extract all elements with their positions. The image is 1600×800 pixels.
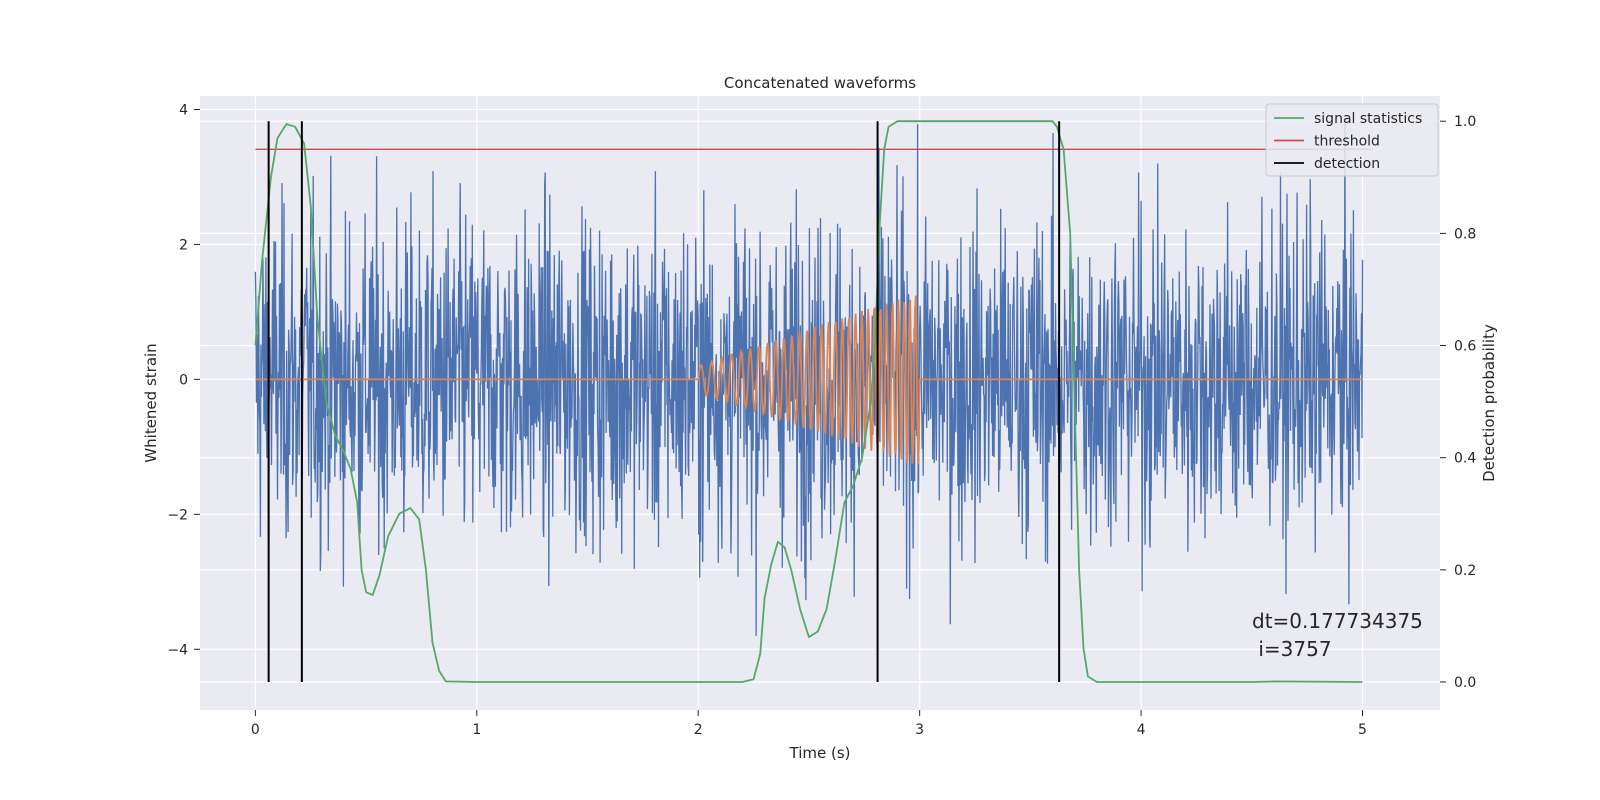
y-tick-label-left: 0: [179, 372, 188, 388]
strain-series-line: [254, 122, 1364, 636]
x-tick-label: 0: [251, 722, 260, 738]
y-tick-label-right: 0.8: [1454, 226, 1476, 242]
legend-label: signal statistics: [1314, 111, 1422, 127]
signal-statistics-line: [254, 120, 1363, 683]
y-tick-label-right: 0.4: [1454, 451, 1476, 467]
y-tick-label-left: −4: [167, 642, 188, 658]
y-tick-label-left: 2: [179, 237, 188, 253]
x-tick-label: 2: [694, 722, 703, 738]
legend-frame: [1265, 103, 1439, 177]
legend-label: detection: [1314, 156, 1380, 172]
annotation-dt: dt=0.177734375: [1252, 609, 1423, 633]
grid: [200, 96, 1440, 710]
chart-title: Concatenated waveforms: [724, 74, 916, 92]
y-tick-label-right: 1.0: [1454, 114, 1476, 130]
y-tick-label-left: −2: [167, 507, 188, 523]
x-axis-label: Time (s): [789, 744, 851, 762]
y-tick-label-right: 0.2: [1454, 563, 1476, 579]
y-axis-label-right: Detection probability: [1480, 324, 1498, 482]
legend: signal statistics threshold detection: [1265, 103, 1439, 177]
x-tick-label: 4: [1137, 722, 1146, 738]
y-axis-label-left: Whitened strain: [142, 343, 160, 462]
y-tick-label-right: 0.6: [1454, 339, 1476, 355]
legend-label: threshold: [1314, 134, 1380, 150]
y-tick-label-left: 4: [179, 102, 188, 118]
chirp-series-line: [255, 295, 1363, 465]
annotation-i: i=3757: [1252, 637, 1332, 661]
x-tick-label: 3: [915, 722, 924, 738]
x-tick-label: 1: [472, 722, 481, 738]
axes-layer: 0 1 2 3 4 5 −4 −2 0 2 4 0.0 0.2 0.4 0.6 0.8 1.0: [167, 102, 1476, 738]
y-tick-label-right: 0.0: [1454, 675, 1476, 691]
x-tick-label: 5: [1358, 722, 1367, 738]
series-layer: [254, 120, 1374, 683]
